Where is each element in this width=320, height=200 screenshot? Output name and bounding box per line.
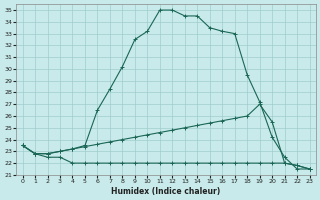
- X-axis label: Humidex (Indice chaleur): Humidex (Indice chaleur): [111, 187, 221, 196]
